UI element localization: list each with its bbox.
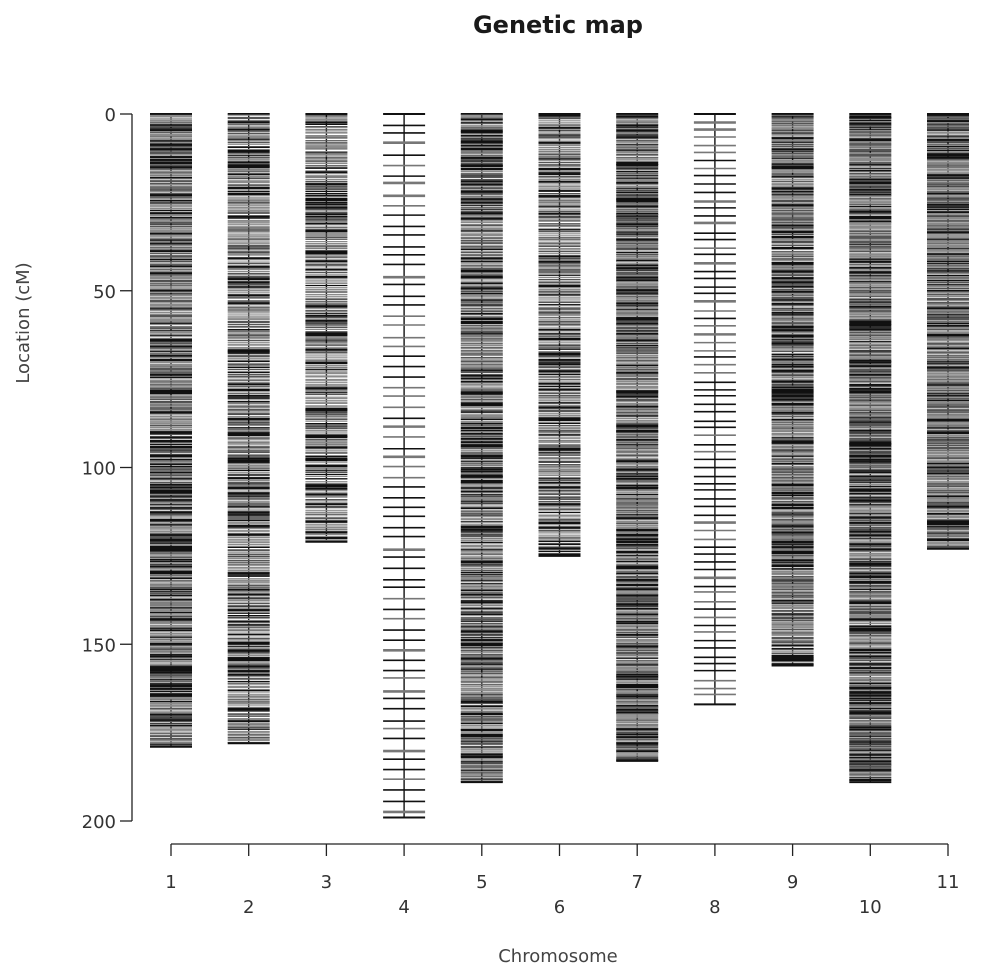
- y-axis-label: Location (cM): [13, 262, 34, 383]
- y-tick-label: 200: [82, 812, 116, 833]
- chromosome-10: [849, 113, 892, 784]
- x-tick-label: 3: [321, 872, 332, 893]
- chromosome-2: [227, 113, 270, 745]
- y-tick-label: 0: [105, 105, 116, 126]
- x-tick-label: 5: [476, 872, 487, 893]
- y-tick-label: 150: [82, 635, 116, 656]
- x-tick-label: 4: [398, 897, 409, 918]
- chromosome-8: [693, 113, 736, 706]
- chromosome-4: [383, 113, 426, 819]
- chart-title: Genetic map: [473, 11, 643, 39]
- x-tick-label: 10: [859, 897, 882, 918]
- chromosome-3: [305, 113, 348, 543]
- chromosome-6: [538, 113, 581, 557]
- chromosome-5: [460, 113, 503, 784]
- x-tick-label: 2: [243, 897, 254, 918]
- x-tick-label: 8: [709, 897, 720, 918]
- chromosome-7: [616, 113, 659, 762]
- chromosome-1: [150, 113, 192, 748]
- chromosome-11: [927, 113, 969, 550]
- chromosomes-group: [150, 113, 969, 819]
- y-tick-label: 50: [93, 282, 116, 303]
- chromosome-9: [771, 113, 814, 667]
- x-tick-label: 9: [787, 872, 798, 893]
- x-tick-label: 7: [631, 872, 642, 893]
- x-tick-label: 1: [165, 872, 176, 893]
- y-tick-label: 100: [82, 459, 116, 480]
- x-tick-label: 11: [937, 872, 960, 893]
- axes: 0 50 100 150 200 1 2 3 4 5 6 7 8 9 10 11: [82, 105, 960, 918]
- x-tick-label: 6: [554, 897, 565, 918]
- x-axis-label: Chromosome: [498, 946, 618, 967]
